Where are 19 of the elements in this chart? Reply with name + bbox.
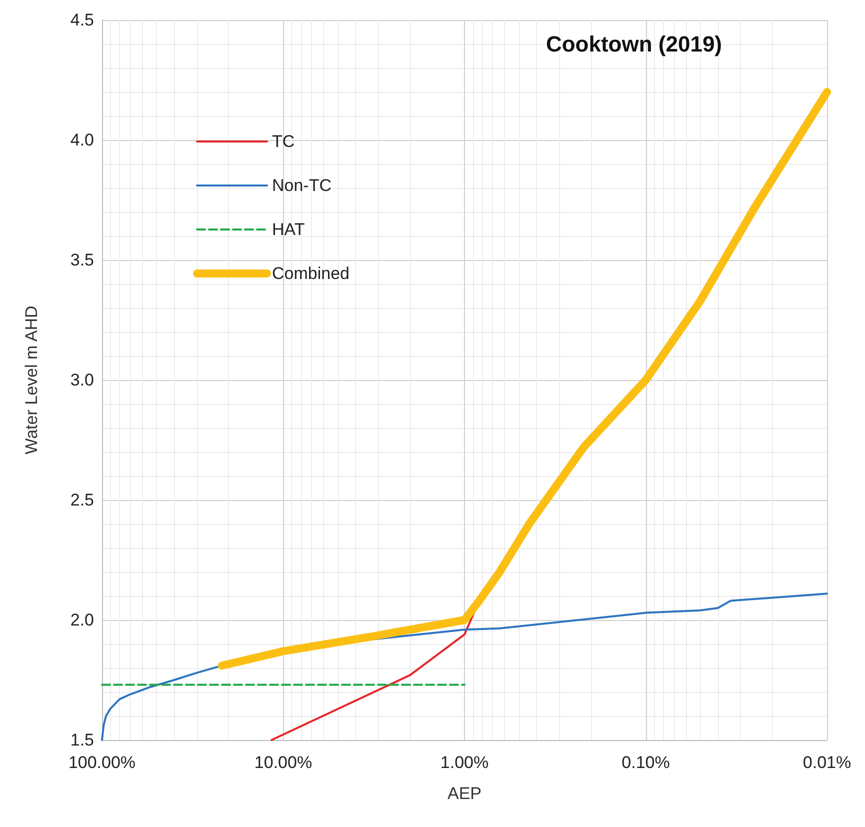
x-tick-label: 0.01%: [802, 753, 852, 772]
legend-label: Non-TC: [272, 176, 332, 195]
y-tick-label: 2.5: [70, 490, 94, 510]
x-tick-label: 1.00%: [440, 753, 489, 772]
y-axis-title: Water Level m AHD: [22, 306, 41, 454]
x-tick-label: 10.00%: [254, 753, 312, 772]
x-axis-title: AEP: [447, 784, 482, 803]
y-tick-label: 2.0: [70, 610, 94, 630]
y-tick-label: 1.5: [70, 730, 94, 750]
y-tick-label: 3.5: [70, 250, 94, 270]
x-tick-label: 100.00%: [68, 753, 136, 772]
legend-label: Combined: [272, 264, 350, 283]
legend-label: HAT: [272, 220, 305, 239]
x-tick-label: 0.10%: [622, 753, 670, 772]
y-tick-label: 3.0: [70, 370, 94, 390]
y-tick-label: 4.5: [70, 10, 94, 30]
legend-label: TC: [272, 132, 295, 151]
y-tick-label: 4.0: [70, 130, 94, 150]
text: Cooktown (2019): [546, 32, 722, 56]
